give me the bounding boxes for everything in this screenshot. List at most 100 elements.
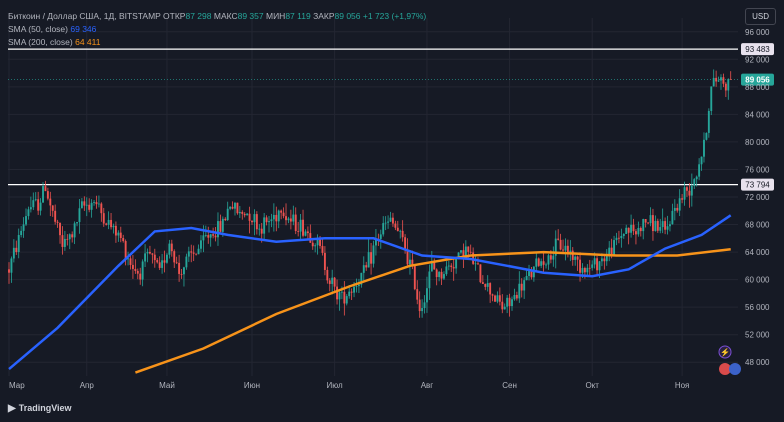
candle-body: [639, 227, 642, 232]
candle-body: [37, 199, 40, 211]
y-tick-label: 92 000: [745, 55, 770, 64]
tradingview-logo[interactable]: ▶ TradingView: [8, 403, 72, 414]
candle-body: [136, 270, 139, 274]
candle-body: [282, 212, 285, 217]
x-tick-label: Апр: [80, 381, 95, 390]
candle-body: [129, 258, 132, 265]
candle-body: [238, 211, 241, 214]
event-markers[interactable]: ⚡: [718, 345, 741, 375]
candle-body: [511, 299, 513, 307]
candle-body: [496, 295, 499, 302]
candle-body: [158, 262, 161, 268]
candle-body: [681, 198, 684, 200]
time-axis[interactable]: Мар Апр Май Июн Июл Авг Сен Окт Ноя: [9, 381, 689, 390]
candle-body: [569, 250, 572, 253]
candle-body: [275, 214, 278, 222]
candle-body: [68, 234, 71, 240]
legend-change: +1 723 (+1,97%): [362, 11, 427, 21]
sma50-line: [8, 214, 732, 371]
candle-body: [644, 219, 647, 223]
legend-low: 87 119: [285, 11, 311, 21]
candle-body: [406, 250, 409, 265]
candle-body: [537, 258, 540, 266]
price-axis[interactable]: 96 000 92 000 88 000 84 000 80 000 76 000 72 0…: [745, 28, 770, 367]
candle-body: [153, 254, 156, 261]
candle-body: [357, 284, 360, 287]
candle-body: [95, 202, 98, 205]
candle-body: [710, 86, 713, 111]
candle-body: [168, 243, 171, 255]
candle-body: [241, 211, 244, 214]
candle-body: [673, 207, 676, 211]
candle-body: [523, 280, 526, 291]
candle-body: [654, 220, 657, 232]
candle-body: [263, 217, 266, 234]
candle-body: [416, 289, 419, 300]
candle-body: [426, 288, 428, 303]
y-tick-label: 84 000: [745, 110, 770, 119]
candle-body: [486, 283, 489, 287]
candle-body: [350, 291, 353, 293]
candle-body: [195, 253, 198, 255]
lightning-glyph: ⚡: [720, 347, 730, 357]
candle-body: [652, 215, 654, 232]
candle-body: [613, 240, 616, 255]
candle-body: [374, 238, 377, 246]
legend-sma200-row[interactable]: SMA (200, close) 64 411: [8, 36, 426, 49]
candle-body: [605, 254, 608, 262]
candle-body: [146, 251, 149, 254]
level-label: 73 794: [745, 181, 770, 190]
candle-body: [579, 259, 581, 273]
candle-body: [304, 231, 307, 236]
candle-body: [428, 271, 431, 289]
candle-body: [690, 185, 693, 196]
level-badge: [741, 178, 774, 191]
candle-body: [212, 234, 215, 236]
candle-body: [552, 255, 555, 260]
candle-body: [340, 291, 343, 293]
chart-legend: Биткоин / Доллар США, 1Д, BITSTAMP ОТКР8…: [8, 10, 426, 49]
candle-body: [178, 262, 181, 274]
candle-body: [110, 219, 113, 228]
y-tick-label: 76 000: [745, 165, 770, 174]
candle-body: [289, 218, 292, 222]
candle-body: [622, 233, 625, 236]
candle-body: [564, 245, 567, 251]
candle-body: [51, 205, 54, 211]
horizontal-levels[interactable]: 93 483 73 794 89 056: [8, 43, 774, 191]
candle-body: [343, 291, 346, 304]
currency-button[interactable]: USD: [745, 8, 776, 25]
x-tick-label: Окт: [585, 381, 599, 390]
y-tick-label: 60 000: [745, 276, 770, 285]
y-tick-label: 52 000: [745, 331, 770, 340]
candle-body: [144, 253, 147, 262]
x-tick-label: Май: [159, 381, 175, 390]
candle-body: [530, 271, 533, 278]
candle-body: [180, 273, 183, 275]
candle-body: [703, 139, 705, 157]
candle-body: [379, 234, 382, 239]
candle-body: [56, 221, 59, 223]
candle-body: [409, 259, 411, 265]
candle-body: [498, 295, 501, 302]
candle-body: [518, 283, 521, 299]
legend-sma50-row[interactable]: SMA (50, close) 69 346: [8, 23, 426, 36]
candle-body: [727, 79, 730, 91]
legend-high: 89 357: [237, 11, 264, 21]
candle-body: [477, 263, 479, 265]
candle-body: [396, 227, 399, 232]
candle-body: [8, 269, 10, 273]
candle-body: [625, 227, 628, 234]
candle-body: [443, 274, 445, 279]
candle-body: [353, 286, 356, 293]
grid-lines: [8, 18, 738, 376]
candle-body: [88, 204, 91, 210]
candle-body: [603, 258, 606, 262]
candle-body: [464, 246, 467, 260]
candle-body: [404, 237, 407, 251]
candle-body: [345, 296, 348, 304]
candle-body: [124, 241, 127, 260]
candle-body: [554, 238, 557, 256]
candle-body: [661, 221, 664, 228]
